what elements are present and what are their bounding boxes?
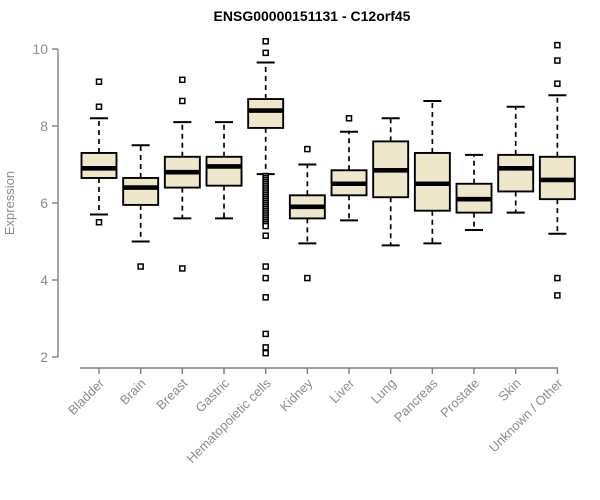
x-category-label: Breast: [153, 375, 190, 412]
y-tick-label: 10: [32, 41, 48, 57]
outlier-point: [262, 294, 269, 301]
iqr-box: [205, 155, 243, 187]
x-category-label: Prostate: [437, 376, 482, 421]
outlier-point: [554, 274, 561, 282]
outlier-point: [179, 265, 186, 272]
outlier-point: [304, 274, 311, 282]
x-category-label: Skin: [495, 376, 523, 404]
outlier-point: [262, 263, 269, 270]
outlier-point: [262, 330, 269, 338]
boxplot-bladder: [80, 78, 118, 226]
x-category-label: Lung: [368, 376, 399, 407]
y-tick-label: 4: [40, 272, 48, 288]
iqr-box: [247, 98, 285, 129]
outlier-point: [95, 78, 103, 85]
outlier-point: [262, 274, 269, 282]
outlier-point: [95, 103, 103, 110]
x-category-label: Kidney: [277, 375, 316, 414]
x-category-label: Unknown / Other: [486, 375, 566, 455]
outlier-point: [262, 232, 269, 239]
boxplot-breast: [163, 76, 201, 272]
boxplot-kidney: [288, 145, 326, 282]
outlier-point: [554, 57, 561, 64]
x-category-label: Bladder: [65, 375, 108, 418]
outlier-point: [262, 349, 269, 357]
y-axis: 2 4 6 8 10 Expression: [2, 41, 59, 365]
boxplot-unknown-other: [538, 41, 576, 299]
boxplot-prostate: [455, 153, 493, 231]
outlier-point: [554, 292, 561, 299]
outlier-point: [262, 222, 269, 230]
outlier-point: [179, 76, 186, 84]
outlier-point: [179, 97, 186, 105]
x-category-label: Liver: [327, 375, 358, 406]
boxplot-gastric: [205, 121, 243, 220]
outlier-point: [262, 344, 269, 351]
outlier-point: [262, 49, 269, 57]
iqr-box: [497, 153, 535, 193]
x-category-label: Brain: [117, 376, 149, 408]
iqr-box: [122, 177, 160, 206]
iqr-box: [80, 151, 118, 179]
boxplot-hematopoietic-cells: [247, 38, 285, 357]
outlier-point: [262, 38, 269, 45]
boxplot-liver: [330, 115, 368, 222]
x-category-label: Pancreas: [391, 375, 441, 425]
boxplot-brain: [122, 144, 160, 270]
y-tick-label: 2: [40, 349, 48, 365]
outlier-point: [95, 219, 103, 226]
boxplot-lung: [372, 117, 410, 247]
outlier-point: [137, 263, 144, 270]
outlier-point: [345, 115, 353, 122]
boxplot-skin: [497, 105, 535, 214]
outlier-point: [554, 41, 561, 49]
y-tick-label: 6: [40, 195, 48, 211]
x-category-label: Gastric: [192, 375, 232, 415]
boxplot-pancreas: [413, 99, 451, 245]
outlier-point: [304, 145, 311, 153]
y-tick-label: 8: [40, 118, 48, 134]
y-axis-title: Expression: [2, 171, 17, 235]
chart-title: ENSG00000151131 - C12orf45: [214, 8, 411, 24]
outlier-point: [554, 80, 561, 87]
